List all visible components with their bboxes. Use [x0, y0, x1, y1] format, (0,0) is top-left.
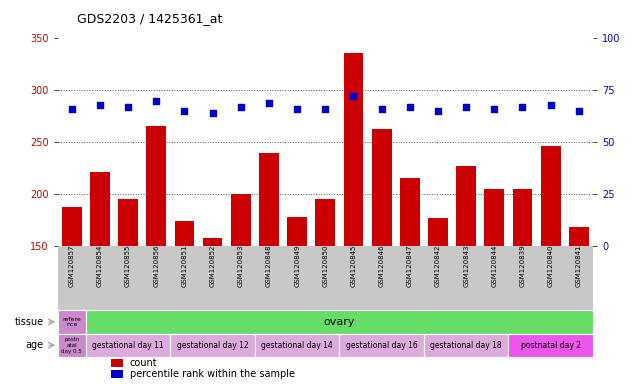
Bar [541, 146, 560, 245]
Bar [58, 310, 86, 334]
Bar [400, 178, 420, 245]
Text: percentile rank within the sample: percentile rank within the sample [130, 369, 295, 379]
Point [151, 98, 162, 104]
Text: gestational day 14: gestational day 14 [262, 341, 333, 350]
Point [179, 108, 190, 114]
Bar [315, 199, 335, 245]
Point [461, 104, 471, 110]
Bar [508, 334, 593, 357]
Text: age: age [26, 340, 44, 350]
Point [376, 106, 387, 112]
Text: refere
nce: refere nce [62, 316, 81, 327]
Bar [112, 359, 123, 367]
Bar [86, 334, 171, 357]
Bar [255, 334, 339, 357]
Bar [90, 172, 110, 245]
Bar [259, 153, 279, 245]
Point [95, 102, 105, 108]
Point [517, 104, 528, 110]
Bar [174, 221, 194, 245]
Bar [231, 194, 251, 245]
Bar [456, 166, 476, 245]
Text: postnatal day 2: postnatal day 2 [520, 341, 581, 350]
Bar [171, 334, 255, 357]
Point [292, 106, 303, 112]
Bar [428, 218, 448, 245]
Point [67, 106, 77, 112]
Point [236, 104, 246, 110]
Bar [339, 334, 424, 357]
Point [123, 104, 133, 110]
Bar [287, 217, 307, 245]
Text: gestational day 11: gestational day 11 [92, 341, 164, 350]
Bar [112, 370, 123, 378]
Bar [372, 129, 392, 245]
Bar [118, 199, 138, 245]
Bar [424, 334, 508, 357]
Point [320, 106, 331, 112]
Point [404, 104, 415, 110]
Point [574, 108, 584, 114]
Text: postn
atal
day 0.5: postn atal day 0.5 [62, 337, 82, 354]
Point [545, 102, 556, 108]
Point [208, 110, 218, 116]
Text: gestational day 18: gestational day 18 [430, 341, 502, 350]
Bar [203, 238, 222, 245]
Bar [485, 189, 504, 245]
Bar [58, 334, 86, 357]
Point [433, 108, 443, 114]
Text: gestational day 16: gestational day 16 [345, 341, 417, 350]
Text: tissue: tissue [15, 317, 44, 327]
Text: gestational day 12: gestational day 12 [177, 341, 249, 350]
Bar [569, 227, 588, 245]
Point [264, 99, 274, 106]
Text: count: count [130, 358, 158, 368]
Bar [344, 53, 363, 245]
Point [348, 93, 358, 99]
Text: ovary: ovary [324, 317, 355, 327]
Bar [513, 189, 533, 245]
Bar [146, 126, 166, 245]
Bar [62, 207, 81, 245]
Point [489, 106, 499, 112]
Text: GDS2203 / 1425361_at: GDS2203 / 1425361_at [77, 12, 222, 25]
